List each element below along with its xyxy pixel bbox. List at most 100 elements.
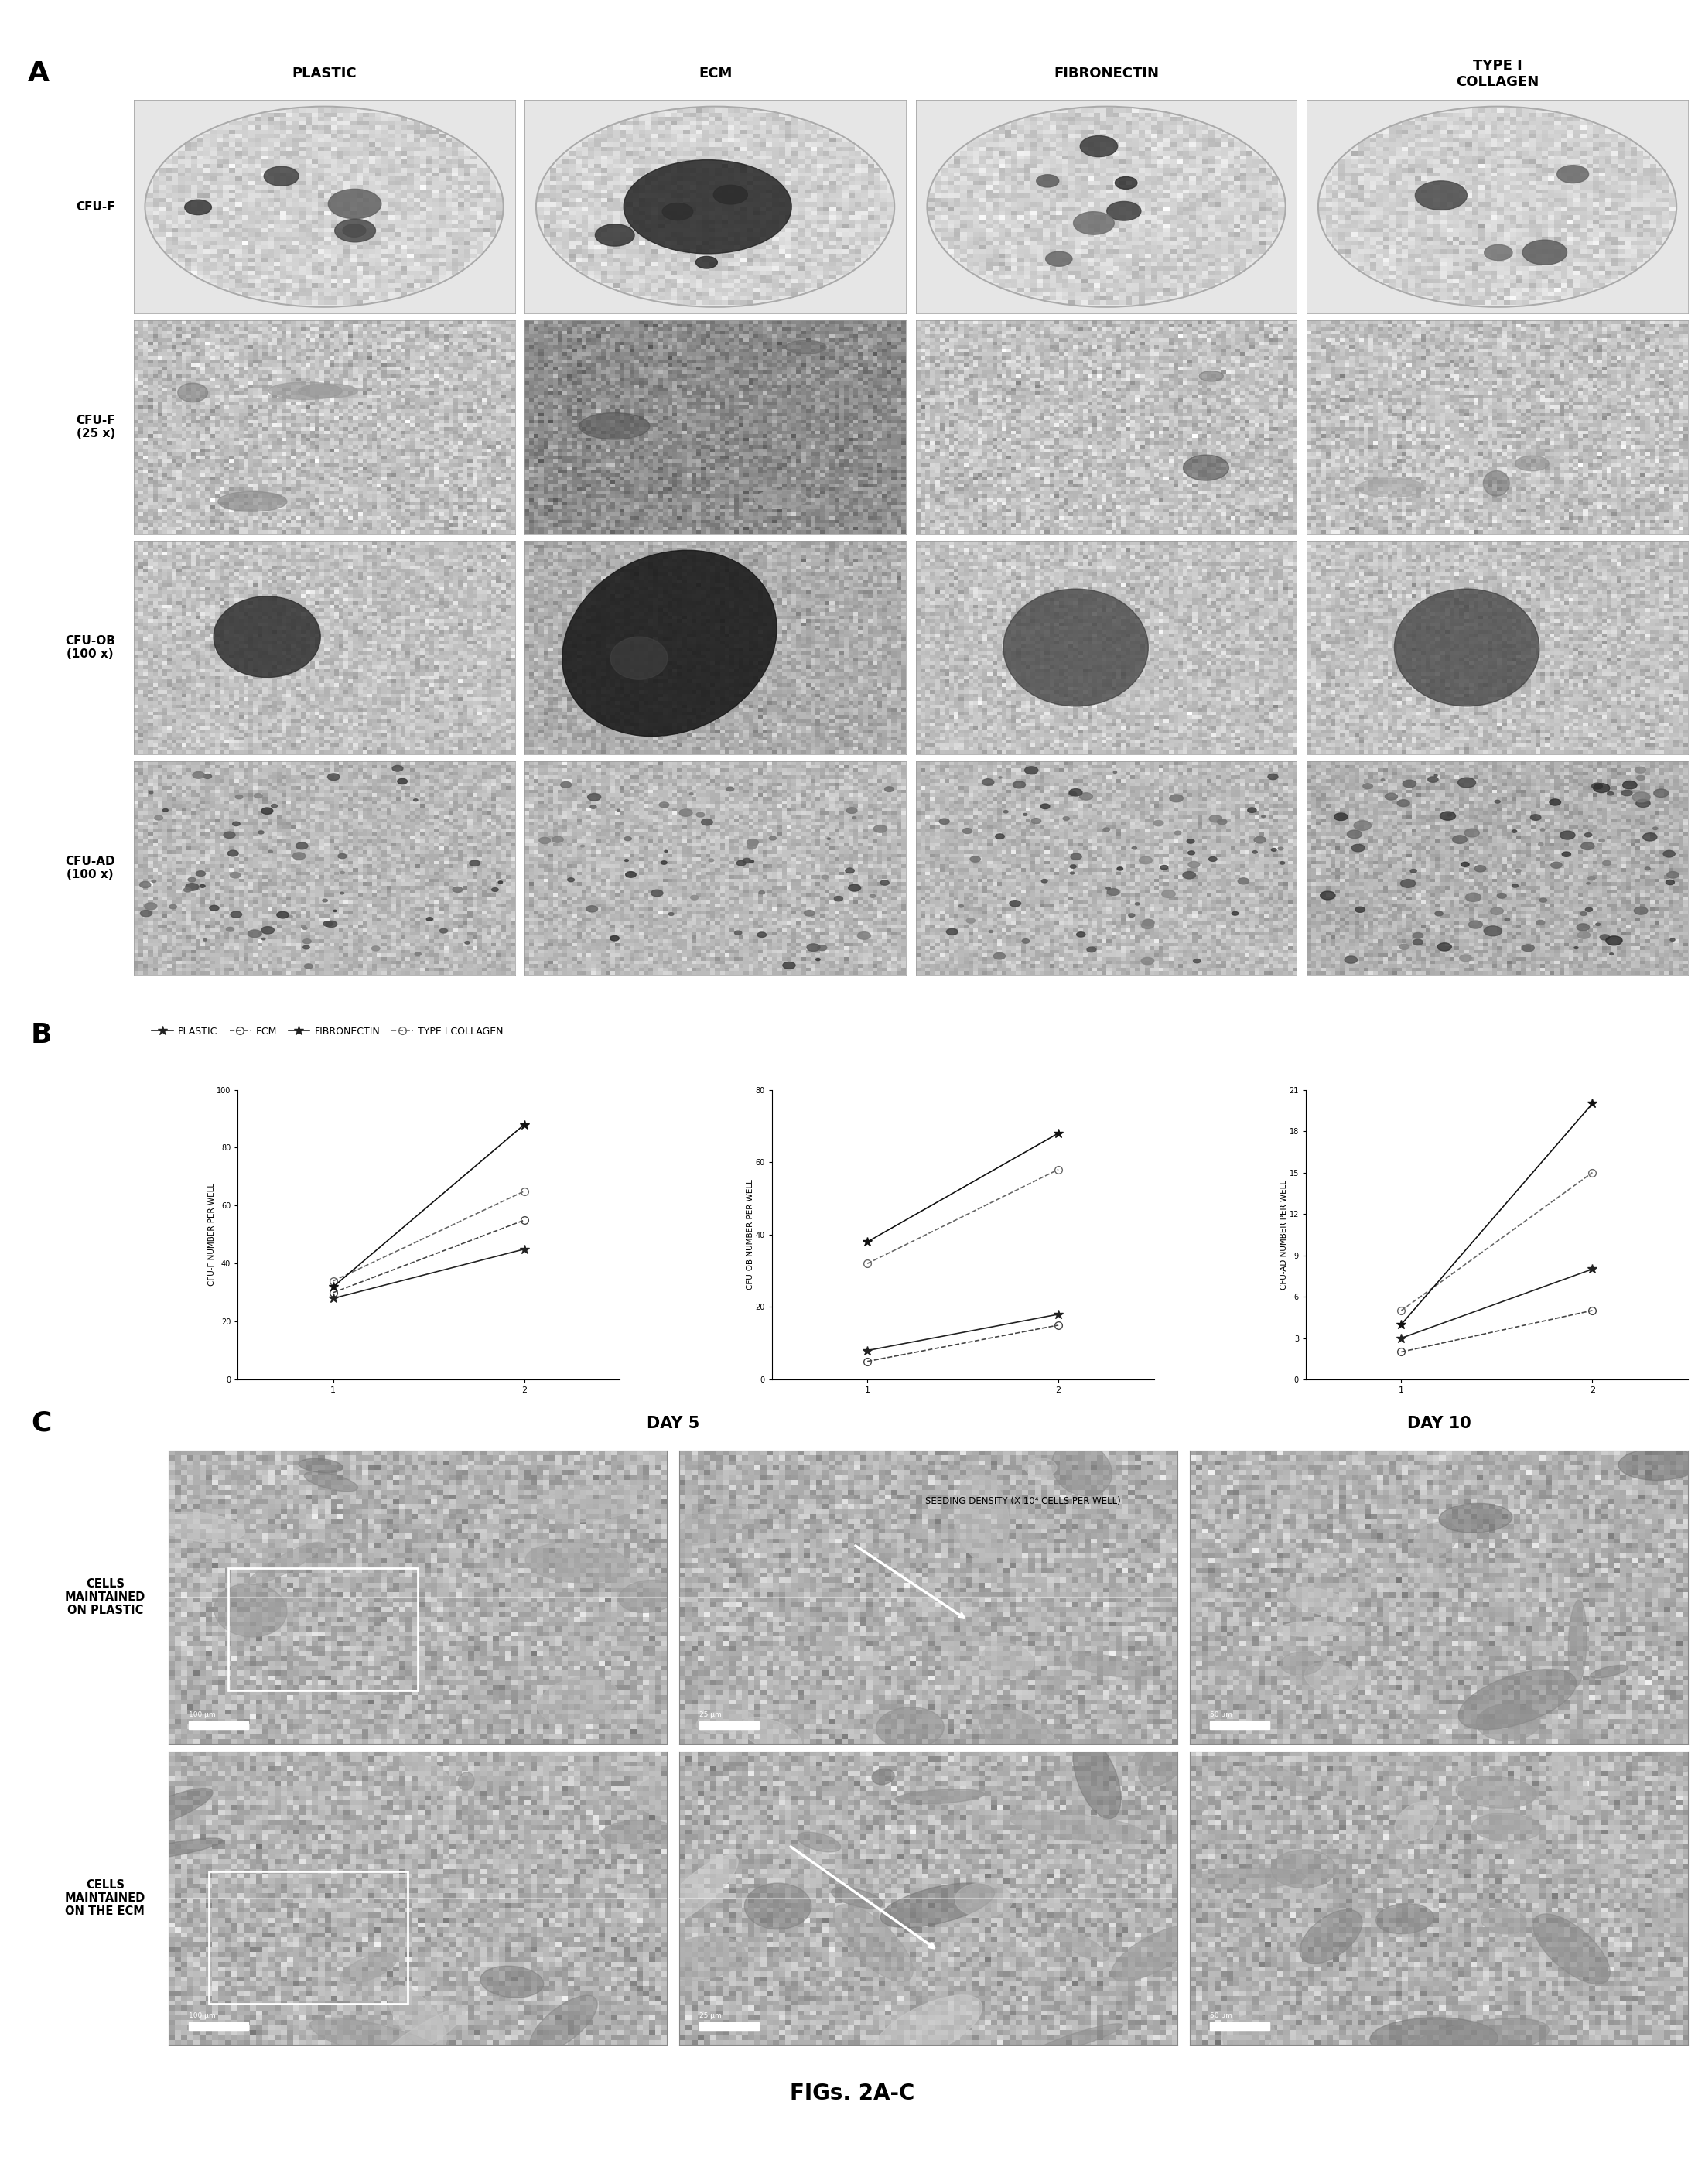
Circle shape bbox=[805, 911, 815, 915]
Circle shape bbox=[1523, 943, 1535, 952]
Circle shape bbox=[1183, 871, 1195, 878]
Circle shape bbox=[1004, 810, 1008, 812]
Circle shape bbox=[709, 858, 714, 863]
Ellipse shape bbox=[1280, 1651, 1323, 1675]
Bar bbox=[699, 2022, 759, 2029]
Circle shape bbox=[184, 199, 211, 214]
Ellipse shape bbox=[1458, 1669, 1577, 1730]
Circle shape bbox=[994, 952, 1006, 959]
Ellipse shape bbox=[1550, 1745, 1587, 1815]
Ellipse shape bbox=[740, 1717, 801, 1752]
Circle shape bbox=[624, 159, 791, 253]
Ellipse shape bbox=[153, 1511, 246, 1542]
Circle shape bbox=[414, 799, 418, 802]
Circle shape bbox=[334, 218, 375, 242]
Circle shape bbox=[743, 858, 750, 863]
Ellipse shape bbox=[1408, 2018, 1550, 2062]
Circle shape bbox=[392, 764, 402, 771]
Circle shape bbox=[1637, 799, 1650, 808]
Circle shape bbox=[817, 946, 827, 950]
Circle shape bbox=[1592, 784, 1603, 788]
Legend: PLASTIC, ECM, FIBRONECTIN, TYPE I COLLAGEN: PLASTIC, ECM, FIBRONECTIN, TYPE I COLLAG… bbox=[148, 1022, 506, 1040]
Circle shape bbox=[1362, 784, 1373, 788]
Circle shape bbox=[186, 882, 199, 891]
Circle shape bbox=[989, 930, 992, 933]
Circle shape bbox=[1400, 943, 1410, 950]
Circle shape bbox=[1272, 847, 1277, 852]
Circle shape bbox=[1161, 891, 1175, 898]
Bar bbox=[228, 1568, 418, 1690]
Circle shape bbox=[701, 819, 713, 826]
Circle shape bbox=[1436, 911, 1442, 915]
Ellipse shape bbox=[619, 1579, 679, 1612]
Circle shape bbox=[1188, 852, 1195, 854]
Circle shape bbox=[1413, 933, 1424, 939]
Circle shape bbox=[1606, 937, 1621, 946]
Circle shape bbox=[1635, 767, 1645, 773]
Ellipse shape bbox=[389, 1985, 447, 2051]
Ellipse shape bbox=[673, 1505, 748, 1544]
Ellipse shape bbox=[1569, 1601, 1587, 1686]
Ellipse shape bbox=[539, 1677, 619, 1725]
Bar bbox=[1209, 1721, 1270, 1730]
Circle shape bbox=[148, 791, 153, 793]
Circle shape bbox=[169, 904, 177, 909]
Circle shape bbox=[1032, 819, 1042, 823]
Circle shape bbox=[1335, 812, 1347, 821]
Ellipse shape bbox=[832, 1887, 883, 1909]
Circle shape bbox=[1352, 845, 1364, 852]
Circle shape bbox=[230, 911, 242, 917]
Circle shape bbox=[1441, 812, 1456, 821]
Ellipse shape bbox=[218, 491, 286, 511]
Circle shape bbox=[662, 203, 692, 221]
Ellipse shape bbox=[1477, 1704, 1540, 1741]
Bar bbox=[1209, 2022, 1270, 2029]
Text: CELLS
MAINTAINED
ON PLASTIC: CELLS MAINTAINED ON PLASTIC bbox=[65, 1577, 145, 1616]
Circle shape bbox=[662, 860, 667, 865]
Ellipse shape bbox=[268, 382, 343, 400]
Circle shape bbox=[1495, 799, 1500, 804]
Circle shape bbox=[660, 802, 668, 808]
Ellipse shape bbox=[979, 1706, 1066, 1771]
Ellipse shape bbox=[372, 2007, 465, 2070]
Ellipse shape bbox=[1516, 456, 1548, 472]
Circle shape bbox=[1581, 843, 1594, 850]
Ellipse shape bbox=[696, 1710, 754, 1734]
Ellipse shape bbox=[1413, 1522, 1458, 1557]
Ellipse shape bbox=[834, 1904, 914, 1981]
Ellipse shape bbox=[1139, 1730, 1195, 1787]
Circle shape bbox=[1045, 251, 1072, 266]
Circle shape bbox=[561, 782, 571, 788]
Circle shape bbox=[1459, 954, 1471, 961]
Ellipse shape bbox=[1304, 1662, 1357, 1693]
Circle shape bbox=[227, 928, 234, 933]
Circle shape bbox=[1468, 922, 1482, 928]
Circle shape bbox=[1194, 959, 1200, 963]
Circle shape bbox=[1512, 830, 1517, 832]
Circle shape bbox=[1574, 946, 1579, 948]
Circle shape bbox=[326, 922, 338, 928]
Ellipse shape bbox=[1376, 1904, 1434, 1933]
Circle shape bbox=[322, 900, 327, 902]
Circle shape bbox=[1248, 808, 1257, 812]
Circle shape bbox=[1497, 893, 1506, 898]
Ellipse shape bbox=[1357, 478, 1424, 498]
Ellipse shape bbox=[563, 550, 777, 736]
Ellipse shape bbox=[634, 1776, 699, 1817]
Circle shape bbox=[1081, 135, 1117, 157]
Circle shape bbox=[539, 836, 551, 843]
Ellipse shape bbox=[880, 1883, 994, 1928]
Y-axis label: CFU-OB NUMBER PER WELL: CFU-OB NUMBER PER WELL bbox=[747, 1179, 754, 1291]
Circle shape bbox=[162, 808, 169, 812]
Circle shape bbox=[846, 867, 854, 874]
Circle shape bbox=[193, 771, 205, 778]
Circle shape bbox=[338, 854, 346, 858]
Circle shape bbox=[1231, 911, 1238, 915]
Circle shape bbox=[1009, 900, 1021, 906]
Circle shape bbox=[1355, 906, 1366, 913]
Ellipse shape bbox=[525, 1542, 629, 1583]
Circle shape bbox=[1217, 819, 1228, 823]
Circle shape bbox=[1594, 784, 1610, 793]
Circle shape bbox=[343, 225, 367, 238]
Circle shape bbox=[268, 850, 273, 852]
